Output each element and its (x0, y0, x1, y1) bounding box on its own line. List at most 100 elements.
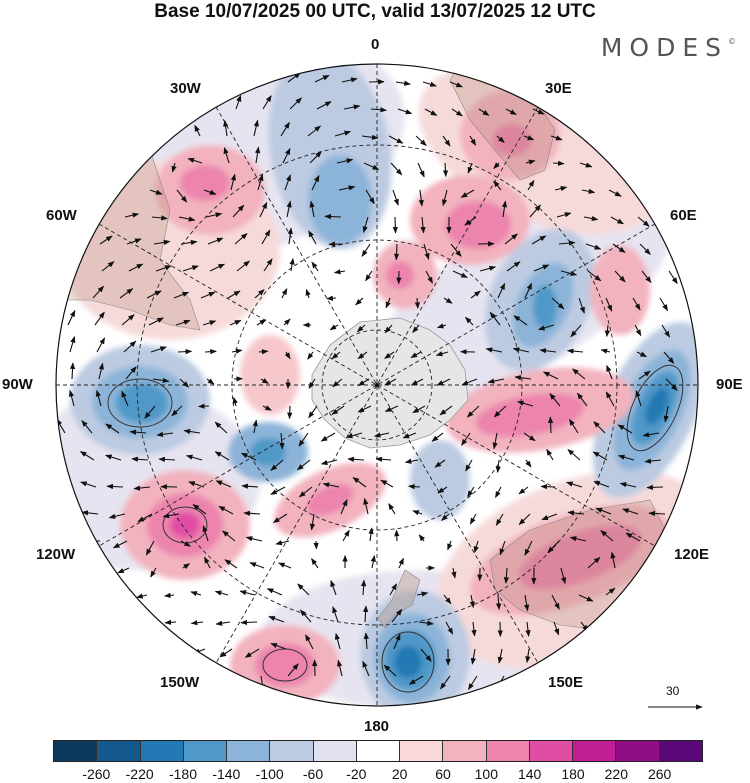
wind-arrow (361, 243, 371, 257)
wind-arrow (539, 348, 557, 354)
wind-arrow (391, 608, 403, 623)
colorbar-tick-label: -20 (346, 766, 367, 782)
wind-arrow (549, 393, 561, 407)
meridian-line (98, 223, 656, 547)
wind-arrow (146, 290, 162, 299)
new-zealand-land (377, 569, 421, 629)
wind-arrow (467, 675, 478, 691)
wind-arrow (661, 324, 671, 338)
wind-arrow (493, 405, 507, 418)
wind-arrow (307, 125, 322, 137)
wind-arrow (206, 378, 215, 385)
wind-arrow (435, 351, 449, 357)
anomaly-patch (386, 261, 414, 289)
wind-arrow (311, 558, 319, 569)
wind-arrow (204, 349, 217, 355)
wind-arrow (523, 432, 536, 442)
wind-arrow (638, 370, 651, 380)
wind-arrow (525, 648, 531, 663)
wind-arrow (209, 263, 225, 272)
wind-arrow (619, 482, 637, 488)
wind-arrow (412, 510, 423, 516)
wind-arrow (478, 108, 490, 116)
wind-arrow (131, 456, 149, 462)
wind-arrow (214, 421, 228, 434)
wind-arrow (332, 606, 339, 623)
wind-arrow (531, 235, 547, 245)
wind-arrow (420, 648, 432, 662)
wind-arrow (330, 579, 337, 596)
wind-arrow (593, 421, 606, 434)
contour-line (107, 378, 173, 428)
wind-arrow (518, 513, 531, 526)
brand-name: MODES (600, 33, 728, 62)
wind-arrow (516, 400, 534, 407)
wind-arrow (171, 405, 183, 417)
wind-arrow (345, 432, 363, 439)
colorbar-segment (400, 741, 444, 761)
wind-arrow (527, 179, 535, 191)
wind-arrow (287, 663, 299, 677)
wind-arrow (524, 594, 530, 612)
wind-arrow (357, 405, 372, 413)
wind-arrow (576, 392, 588, 407)
wind-arrow (223, 119, 229, 137)
wind-arrow (308, 230, 317, 245)
wind-arrow (204, 556, 211, 569)
wind-arrow (284, 351, 291, 360)
wind-arrow (322, 482, 340, 488)
wind-arrow (182, 265, 199, 272)
wind-arrow (512, 347, 530, 353)
wind-arrow (283, 318, 291, 326)
anomaly-patch (170, 512, 200, 538)
anomaly-patch (492, 124, 532, 156)
wind-arrow (282, 148, 291, 164)
wind-arrow (357, 378, 370, 387)
wind-arrow (380, 479, 394, 488)
wind-arrow (442, 162, 449, 177)
wind-arrow (578, 594, 594, 602)
wind-arrow (461, 378, 478, 386)
wind-arrow (272, 513, 288, 523)
wind-arrow (249, 562, 265, 569)
wind-arrow (665, 378, 678, 391)
anomaly-patch (116, 383, 168, 423)
brand-logo: MODES© (601, 33, 736, 62)
wind-arrow (124, 212, 140, 218)
wind-arrow (398, 557, 404, 569)
wind-arrow (263, 258, 273, 272)
wind-arrow (281, 288, 288, 299)
wind-arrow (180, 239, 198, 246)
anomaly-patch (410, 440, 470, 520)
wind-arrow (150, 567, 157, 578)
wind-arrow (525, 621, 531, 637)
wind-arrow (347, 456, 365, 462)
wind-arrow (663, 351, 675, 364)
wind-arrow (417, 162, 425, 178)
wind-arrow (286, 200, 292, 218)
wind-arrow (236, 260, 251, 272)
wind-arrow (365, 270, 373, 282)
wind-arrow (340, 499, 348, 515)
colorbar-segment (313, 741, 357, 761)
wind-arrow (356, 324, 366, 333)
wind-arrow (240, 452, 257, 461)
wind-arrow (245, 536, 263, 542)
anomaly-patch (394, 646, 422, 678)
wind-arrow (259, 201, 268, 218)
wind-arrow (194, 124, 201, 137)
wind-arrow (600, 530, 614, 542)
longitude-label-30w: 30W (170, 80, 201, 97)
wind-arrow (443, 297, 453, 304)
wind-arrow (144, 405, 156, 419)
wind-arrow (625, 532, 641, 542)
wind-arrow (583, 215, 599, 222)
colorbar-tick-label: 180 (561, 766, 585, 782)
wind-arrow (617, 424, 633, 434)
wind-arrow (215, 620, 231, 626)
wind-arrow (408, 483, 421, 490)
wind-arrow (451, 567, 457, 579)
wind-arrow (341, 77, 358, 83)
wind-arrow (360, 579, 367, 596)
wind-arrow (320, 459, 338, 466)
